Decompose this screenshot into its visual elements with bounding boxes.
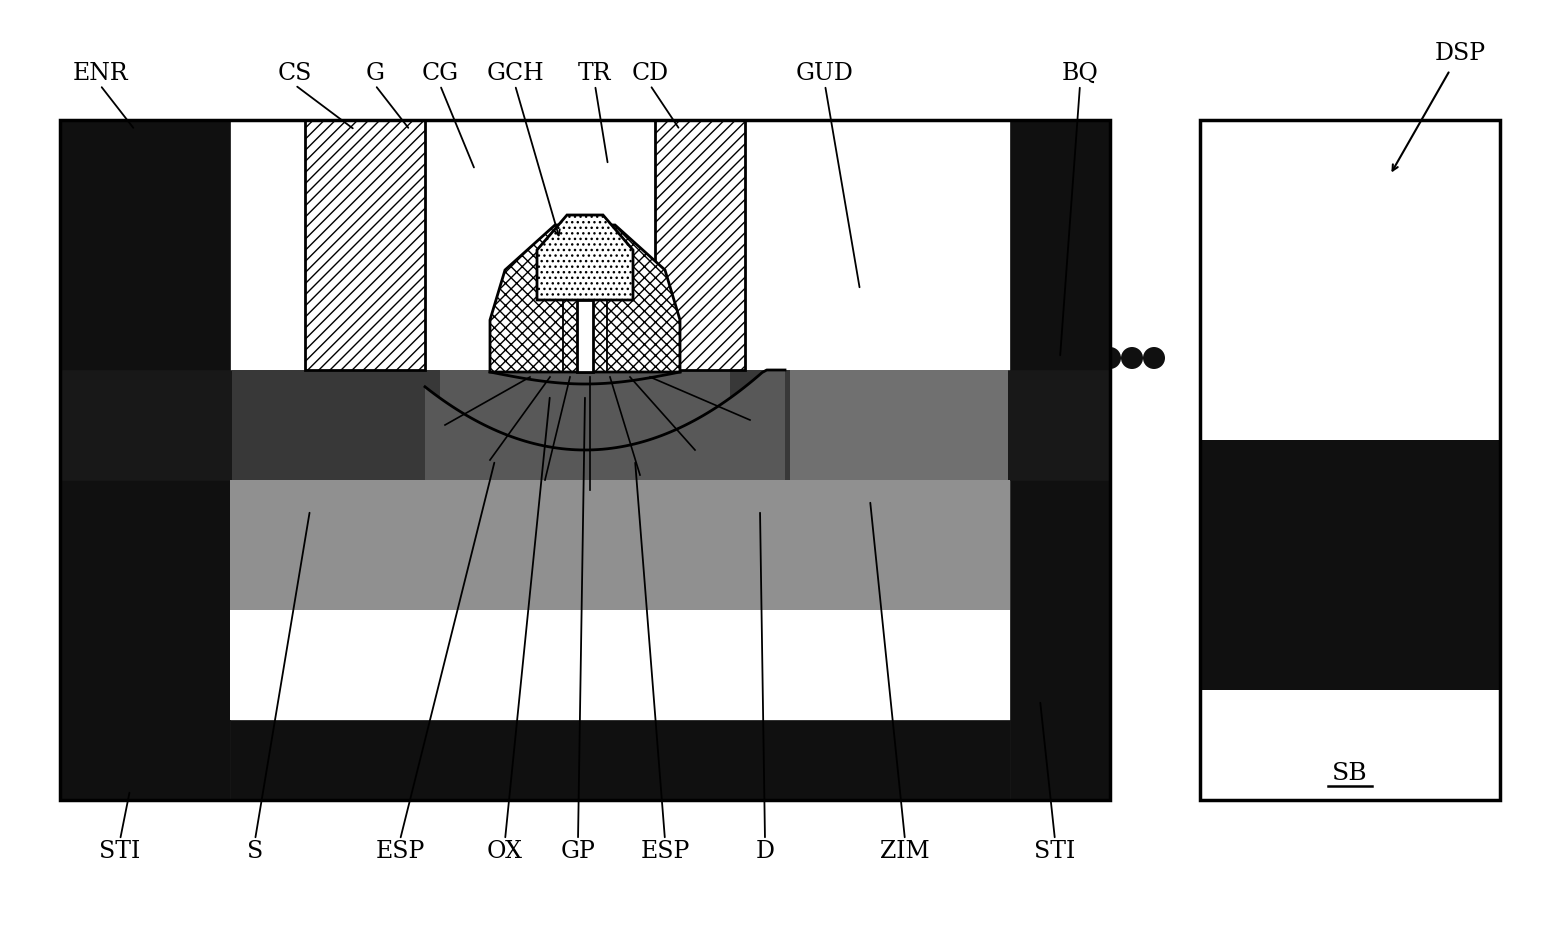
Bar [730,370,1008,480]
Bar [1200,690,1500,800]
Bar [1200,120,1500,800]
Circle shape [1143,347,1164,369]
Bar [231,370,441,480]
Polygon shape [538,215,633,300]
Text: GP: GP [561,840,596,863]
Bar [59,120,230,800]
Bar [230,610,1010,720]
Text: STI: STI [1035,840,1075,863]
Circle shape [1011,347,1033,369]
Bar [305,120,425,370]
Bar [1200,120,1500,800]
Bar [441,370,730,480]
Text: GCH: GCH [486,62,544,85]
Circle shape [1121,347,1143,369]
Bar [1010,120,1110,800]
Bar [59,120,1110,800]
Bar [230,720,1010,800]
Text: CD: CD [631,62,669,85]
Text: ZIM: ZIM [880,840,930,863]
Text: ENR: ENR [72,62,128,85]
Bar [59,370,1110,480]
Text: G: G [366,62,384,85]
Text: GUD: GUD [796,62,853,85]
Text: CS: CS [278,62,313,85]
Circle shape [1099,347,1121,369]
Text: ESP: ESP [375,840,425,863]
Bar [1200,120,1500,440]
Bar [789,370,1008,480]
Bar [59,120,1110,800]
Text: D: D [755,840,775,863]
Text: OX: OX [488,840,524,863]
Bar [1200,440,1500,690]
Circle shape [1033,347,1055,369]
Text: SB: SB [1332,762,1368,785]
Text: STI: STI [100,840,141,863]
Bar [577,300,592,372]
Text: CG: CG [422,62,458,85]
Text: BQ: BQ [1061,62,1099,85]
Text: S: S [247,840,263,863]
Text: ESP: ESP [641,840,689,863]
Bar [655,120,746,370]
Polygon shape [425,370,785,480]
Text: TR: TR [578,62,611,85]
Circle shape [1077,347,1099,369]
Text: DSP: DSP [1435,42,1485,65]
Bar [230,480,1010,610]
Polygon shape [489,225,680,372]
Circle shape [1055,347,1077,369]
